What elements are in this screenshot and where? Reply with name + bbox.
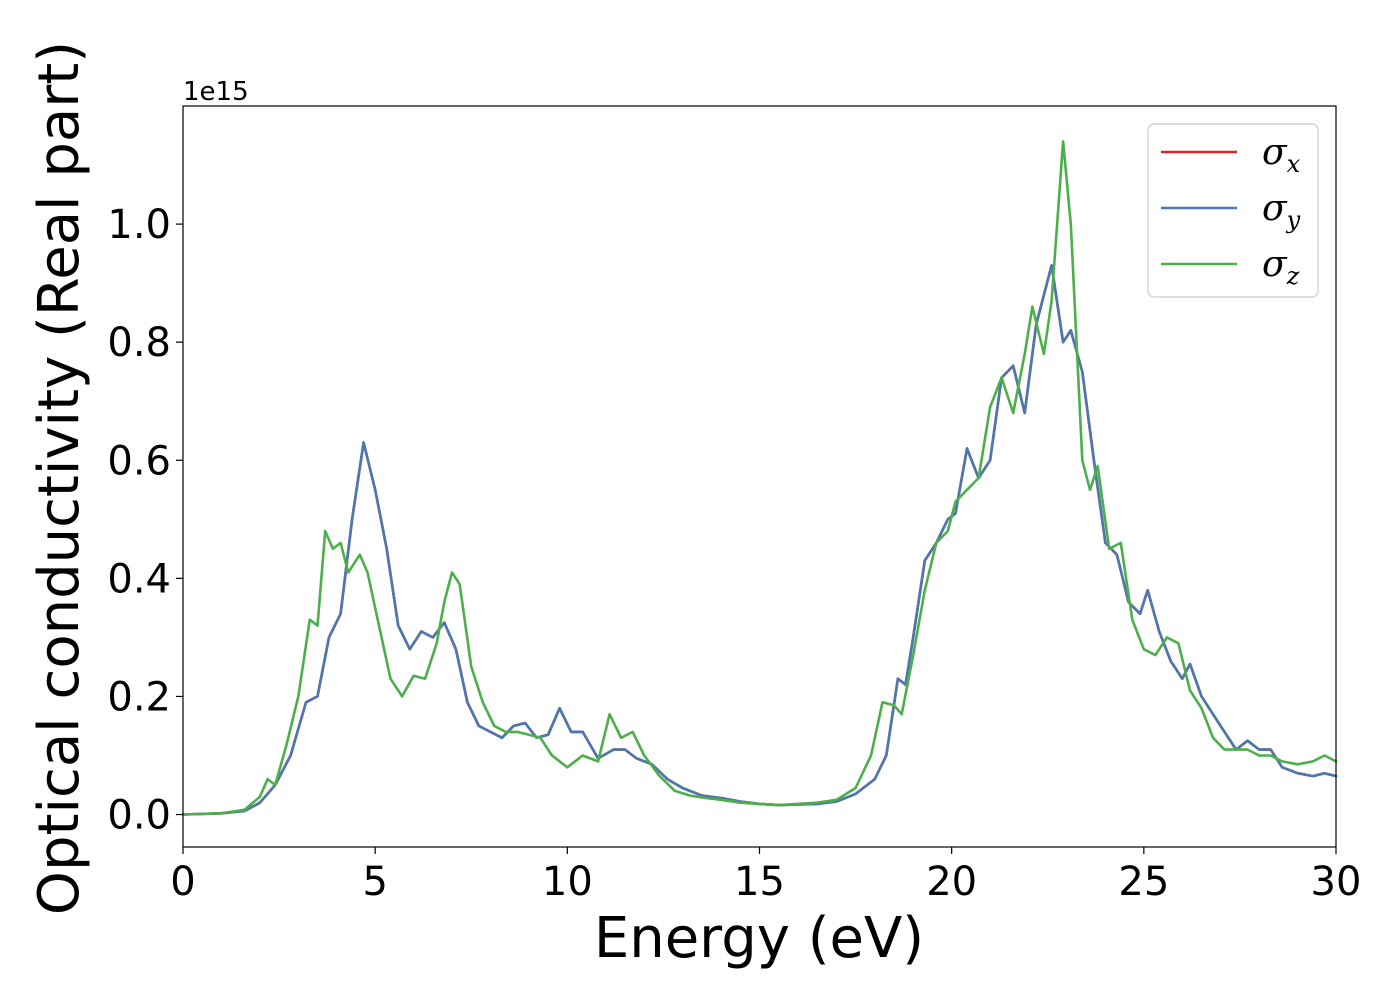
x-tick-label: 20 [926, 859, 977, 905]
y-tick-label: 0.6 [107, 438, 171, 484]
y-axis-title: Optical conductivity (Real part) [27, 41, 92, 915]
legend-box [1147, 123, 1319, 298]
y-axis-ticks: 0.0 0.2 0.4 0.6 0.8 1.0 [107, 202, 183, 839]
series-line-sigma-z [181, 140, 1338, 816]
y-tick-label: 0.0 [107, 793, 171, 839]
y-tick-label: 1.0 [107, 202, 171, 248]
x-tick-label: 25 [1118, 859, 1169, 905]
x-axis-ticks: 0 5 10 15 20 25 30 [170, 847, 1361, 905]
x-tick-label: 15 [734, 859, 785, 905]
x-tick-label: 30 [1311, 859, 1362, 905]
y-tick-label: 0.8 [107, 320, 171, 366]
x-tick-label: 5 [362, 859, 387, 905]
series-layer [181, 140, 1338, 816]
x-tick-label: 10 [542, 859, 593, 905]
y-offset-label: 1e15 [183, 77, 249, 107]
x-tick-label: 0 [170, 859, 195, 905]
x-axis-title: Energy (eV) [594, 906, 924, 971]
y-tick-label: 0.4 [107, 556, 171, 602]
y-tick-label: 0.2 [107, 674, 171, 720]
